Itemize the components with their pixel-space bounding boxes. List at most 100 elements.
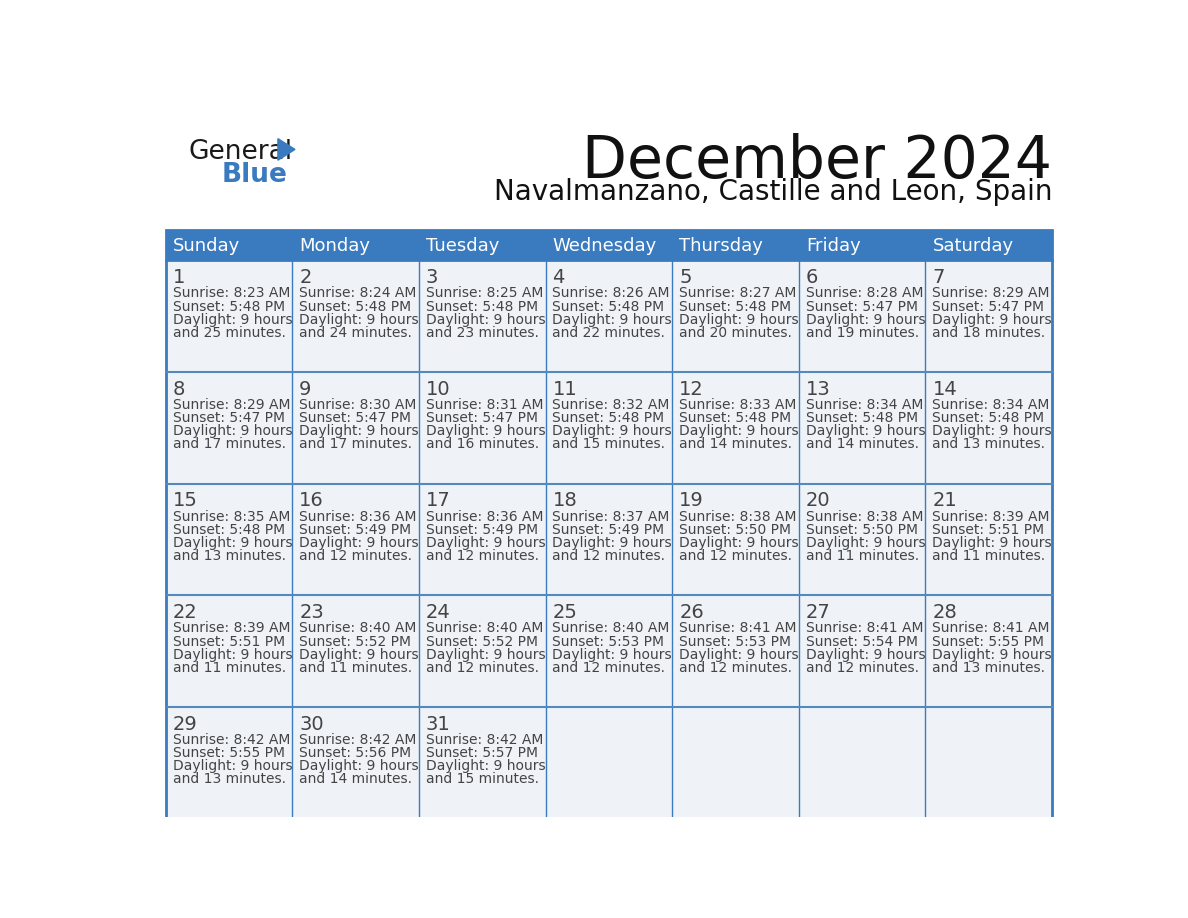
Text: and 12 minutes.: and 12 minutes. (680, 661, 792, 675)
Text: Daylight: 9 hours: Daylight: 9 hours (680, 313, 798, 327)
Text: 8: 8 (172, 380, 185, 398)
Text: and 12 minutes.: and 12 minutes. (552, 661, 665, 675)
Text: Sunrise: 8:32 AM: Sunrise: 8:32 AM (552, 398, 670, 412)
Bar (545, 707, 672, 819)
Text: Sunset: 5:49 PM: Sunset: 5:49 PM (552, 523, 664, 537)
Text: 21: 21 (933, 491, 958, 510)
Text: and 11 minutes.: and 11 minutes. (172, 661, 285, 675)
Text: Daylight: 9 hours: Daylight: 9 hours (552, 647, 672, 662)
Bar (419, 484, 545, 595)
Bar (292, 595, 419, 707)
Text: and 12 minutes.: and 12 minutes. (425, 661, 539, 675)
Text: and 15 minutes.: and 15 minutes. (425, 772, 539, 787)
Text: Sunrise: 8:42 AM: Sunrise: 8:42 AM (299, 733, 417, 747)
Text: Daylight: 9 hours: Daylight: 9 hours (680, 536, 798, 550)
Text: Sunday: Sunday (172, 237, 240, 254)
Bar (292, 484, 419, 595)
Text: and 22 minutes.: and 22 minutes. (552, 326, 665, 340)
Text: Sunset: 5:55 PM: Sunset: 5:55 PM (933, 634, 1044, 648)
Text: Saturday: Saturday (933, 237, 1013, 254)
Text: General: General (189, 139, 293, 164)
Text: 30: 30 (299, 714, 324, 733)
Text: Sunrise: 8:24 AM: Sunrise: 8:24 AM (299, 286, 417, 300)
Text: Sunrise: 8:28 AM: Sunrise: 8:28 AM (805, 286, 923, 300)
Text: Sunset: 5:48 PM: Sunset: 5:48 PM (805, 411, 918, 425)
Text: and 11 minutes.: and 11 minutes. (805, 549, 920, 563)
Text: 29: 29 (172, 714, 197, 733)
Text: Sunset: 5:53 PM: Sunset: 5:53 PM (680, 634, 791, 648)
Text: Sunset: 5:53 PM: Sunset: 5:53 PM (552, 634, 664, 648)
Text: and 19 minutes.: and 19 minutes. (805, 326, 920, 340)
Bar (672, 484, 798, 595)
Text: Sunset: 5:52 PM: Sunset: 5:52 PM (299, 634, 411, 648)
Text: Sunset: 5:48 PM: Sunset: 5:48 PM (680, 299, 791, 314)
Text: and 13 minutes.: and 13 minutes. (933, 661, 1045, 675)
Text: 3: 3 (425, 268, 438, 287)
Text: 6: 6 (805, 268, 819, 287)
Text: Daylight: 9 hours: Daylight: 9 hours (680, 424, 798, 438)
Text: Daylight: 9 hours: Daylight: 9 hours (680, 647, 798, 662)
Text: Sunrise: 8:31 AM: Sunrise: 8:31 AM (425, 398, 543, 412)
Text: Sunrise: 8:29 AM: Sunrise: 8:29 AM (933, 286, 1050, 300)
Text: Thursday: Thursday (680, 237, 763, 254)
Text: and 12 minutes.: and 12 minutes. (805, 661, 918, 675)
Text: Sunset: 5:55 PM: Sunset: 5:55 PM (172, 746, 284, 760)
Text: and 11 minutes.: and 11 minutes. (933, 549, 1045, 563)
Text: Sunrise: 8:41 AM: Sunrise: 8:41 AM (805, 621, 923, 635)
Text: Sunrise: 8:26 AM: Sunrise: 8:26 AM (552, 286, 670, 300)
Text: Daylight: 9 hours: Daylight: 9 hours (299, 536, 419, 550)
Text: and 20 minutes.: and 20 minutes. (680, 326, 792, 340)
Bar (545, 372, 672, 484)
Text: Sunset: 5:47 PM: Sunset: 5:47 PM (299, 411, 411, 425)
Text: Sunrise: 8:42 AM: Sunrise: 8:42 AM (172, 733, 290, 747)
Bar (545, 261, 672, 372)
Text: 16: 16 (299, 491, 324, 510)
Bar (798, 595, 925, 707)
Bar (798, 707, 925, 819)
Text: Sunset: 5:48 PM: Sunset: 5:48 PM (299, 299, 411, 314)
Text: Daylight: 9 hours: Daylight: 9 hours (172, 424, 292, 438)
Text: 27: 27 (805, 603, 830, 622)
Text: Sunrise: 8:40 AM: Sunrise: 8:40 AM (425, 621, 543, 635)
Text: Sunset: 5:48 PM: Sunset: 5:48 PM (172, 523, 285, 537)
Text: Sunrise: 8:33 AM: Sunrise: 8:33 AM (680, 398, 796, 412)
Bar (165, 595, 292, 707)
Text: Daylight: 9 hours: Daylight: 9 hours (425, 536, 545, 550)
Text: Monday: Monday (299, 237, 371, 254)
Bar (672, 261, 798, 372)
Text: and 13 minutes.: and 13 minutes. (933, 437, 1045, 452)
Text: Daylight: 9 hours: Daylight: 9 hours (425, 313, 545, 327)
Text: Sunset: 5:51 PM: Sunset: 5:51 PM (172, 634, 285, 648)
Text: Sunset: 5:48 PM: Sunset: 5:48 PM (552, 411, 664, 425)
Text: and 17 minutes.: and 17 minutes. (299, 437, 412, 452)
Text: Sunrise: 8:39 AM: Sunrise: 8:39 AM (933, 509, 1050, 524)
Text: and 18 minutes.: and 18 minutes. (933, 326, 1045, 340)
Text: 2: 2 (299, 268, 311, 287)
Text: Daylight: 9 hours: Daylight: 9 hours (425, 424, 545, 438)
Text: Friday: Friday (805, 237, 860, 254)
Bar (798, 372, 925, 484)
Text: and 12 minutes.: and 12 minutes. (425, 549, 539, 563)
Text: and 12 minutes.: and 12 minutes. (680, 549, 792, 563)
Text: 11: 11 (552, 380, 577, 398)
Bar (165, 484, 292, 595)
Text: Sunset: 5:47 PM: Sunset: 5:47 PM (172, 411, 284, 425)
Text: Sunrise: 8:34 AM: Sunrise: 8:34 AM (933, 398, 1050, 412)
Bar (292, 261, 419, 372)
Text: Tuesday: Tuesday (425, 237, 499, 254)
Bar (419, 261, 545, 372)
Text: Sunset: 5:47 PM: Sunset: 5:47 PM (425, 411, 538, 425)
Text: 20: 20 (805, 491, 830, 510)
Bar (545, 595, 672, 707)
Text: Sunrise: 8:38 AM: Sunrise: 8:38 AM (805, 509, 923, 524)
Text: Sunset: 5:48 PM: Sunset: 5:48 PM (933, 411, 1044, 425)
Text: Sunset: 5:49 PM: Sunset: 5:49 PM (425, 523, 538, 537)
Text: and 14 minutes.: and 14 minutes. (299, 772, 412, 787)
Text: Daylight: 9 hours: Daylight: 9 hours (299, 647, 419, 662)
Text: Sunrise: 8:40 AM: Sunrise: 8:40 AM (299, 621, 417, 635)
Text: Sunrise: 8:37 AM: Sunrise: 8:37 AM (552, 509, 670, 524)
Text: Sunrise: 8:35 AM: Sunrise: 8:35 AM (172, 509, 290, 524)
Text: Sunset: 5:48 PM: Sunset: 5:48 PM (552, 299, 664, 314)
Text: 17: 17 (425, 491, 450, 510)
Bar (798, 230, 925, 261)
